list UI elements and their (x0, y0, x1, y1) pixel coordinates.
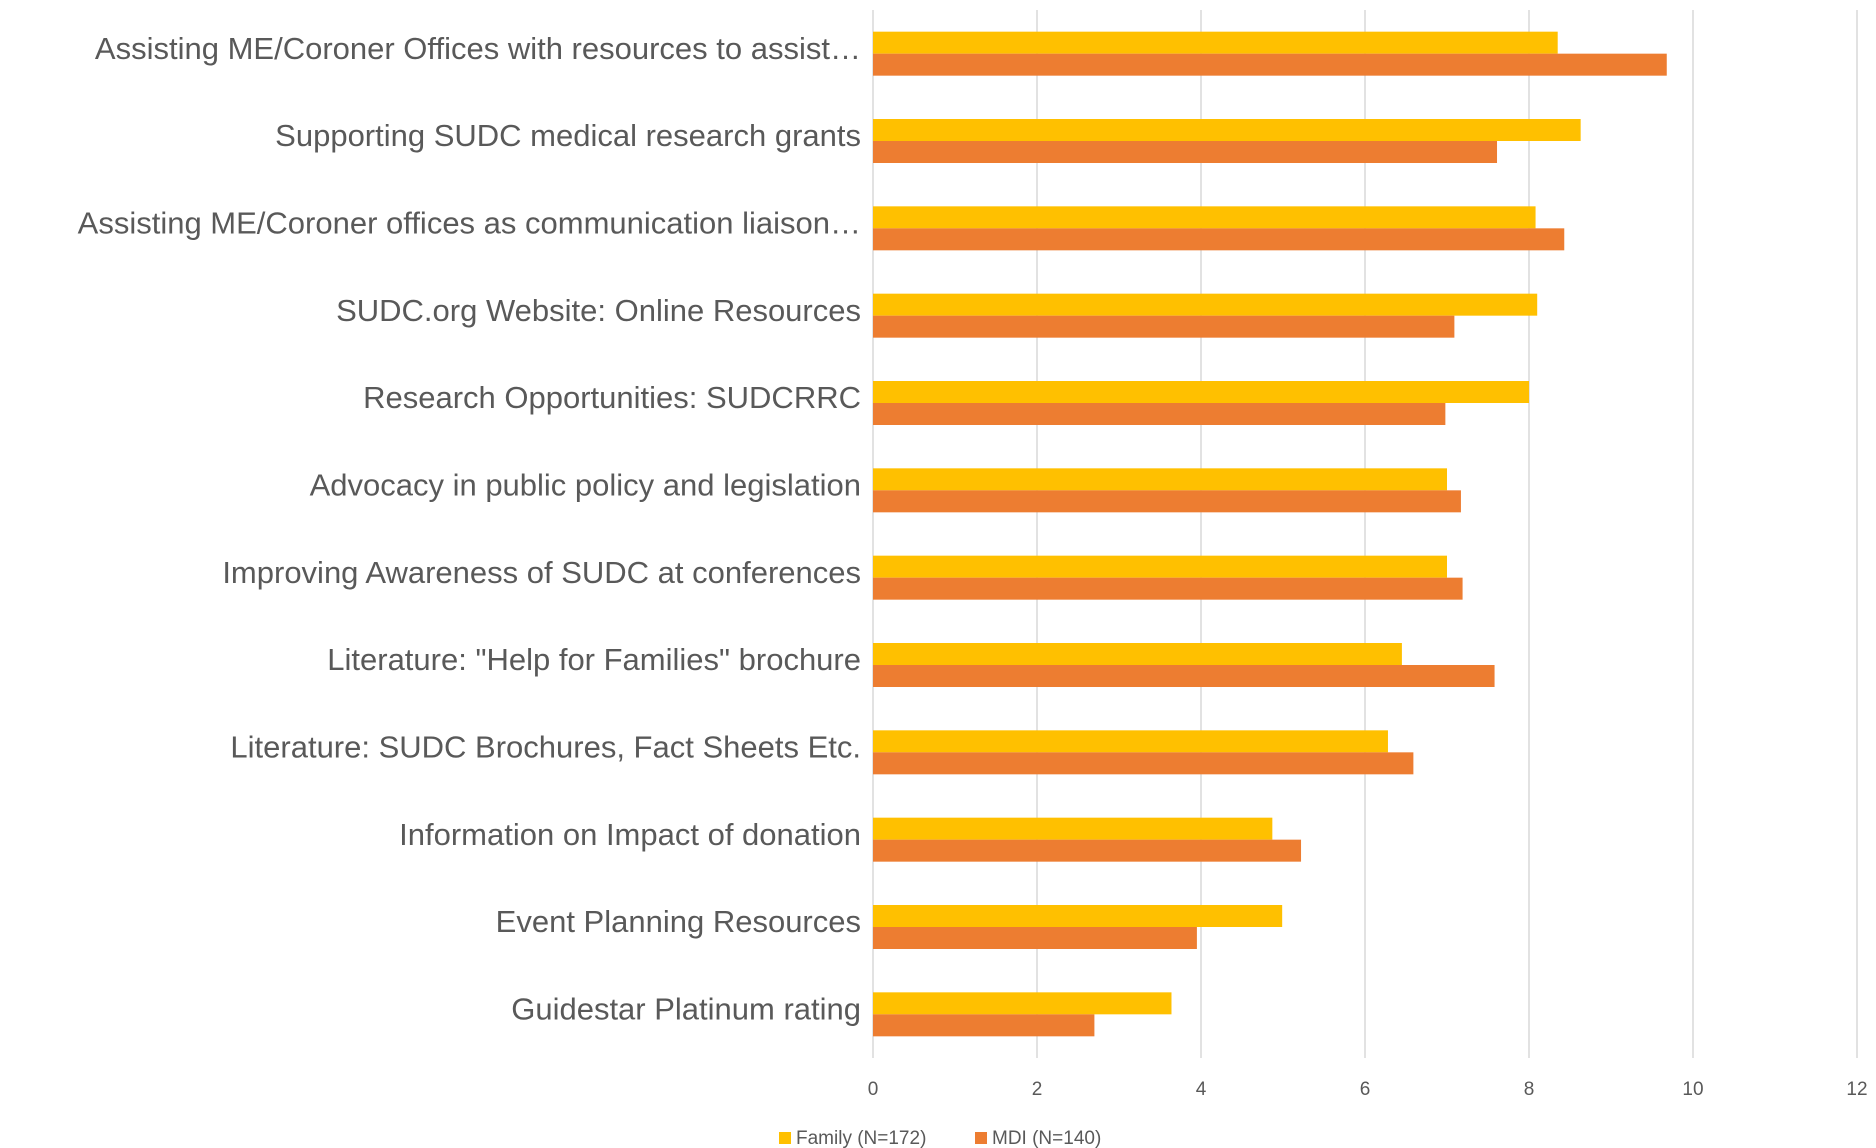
y-tick-label: Event Planning Resources (496, 904, 861, 939)
bar (873, 293, 1538, 316)
bar (873, 730, 1388, 753)
legend-swatch (975, 1132, 987, 1144)
y-tick-label: Information on Impact of donation (399, 817, 861, 852)
x-tick-label: 4 (1196, 1079, 1207, 1100)
legend-swatch (779, 1132, 791, 1144)
bar (873, 315, 1455, 338)
bar (873, 31, 1558, 54)
bar (873, 141, 1498, 163)
x-tick-label: 6 (1360, 1079, 1371, 1100)
bar (873, 206, 1536, 229)
y-tick-label: Advocacy in public policy and legislatio… (310, 468, 861, 503)
bar (873, 643, 1402, 665)
bar (873, 905, 1283, 927)
x-tick-label: 12 (1846, 1079, 1867, 1100)
legend-label: Family (N=172) (796, 1128, 926, 1148)
y-tick-label: Improving Awareness of SUDC at conferenc… (222, 555, 861, 590)
bar (873, 927, 1197, 949)
bar (873, 1014, 1095, 1037)
bar (873, 53, 1667, 76)
bar (873, 381, 1529, 403)
bar (873, 577, 1463, 600)
bar (873, 490, 1461, 513)
x-tick-label: 0 (868, 1079, 879, 1100)
bar (873, 555, 1447, 578)
x-tick-label: 2 (1032, 1079, 1043, 1100)
x-tick-label: 10 (1682, 1079, 1703, 1100)
bar (873, 839, 1302, 862)
bar (873, 817, 1273, 840)
bar (873, 992, 1172, 1015)
bar (873, 468, 1447, 491)
legend-label: MDI (N=140) (992, 1128, 1101, 1148)
y-tick-label: Research Opportunities: SUDCRRC (363, 380, 861, 415)
bar (873, 665, 1495, 687)
y-tick-label: SUDC.org Website: Online Resources (336, 293, 861, 328)
bar (873, 119, 1581, 141)
y-tick-label: Literature: "Help for Families" brochure (327, 642, 861, 677)
y-tick-label: Assisting ME/Coroner offices as communic… (78, 206, 861, 241)
y-tick-label: Literature: SUDC Brochures, Fact Sheets … (230, 730, 861, 765)
bar (873, 752, 1414, 775)
bar (873, 228, 1565, 251)
bar (873, 403, 1446, 425)
x-tick-label: 8 (1524, 1079, 1535, 1100)
y-tick-label: Assisting ME/Coroner Offices with resour… (95, 31, 861, 66)
y-tick-label: Supporting SUDC medical research grants (275, 118, 861, 153)
y-tick-label: Guidestar Platinum rating (511, 992, 861, 1027)
